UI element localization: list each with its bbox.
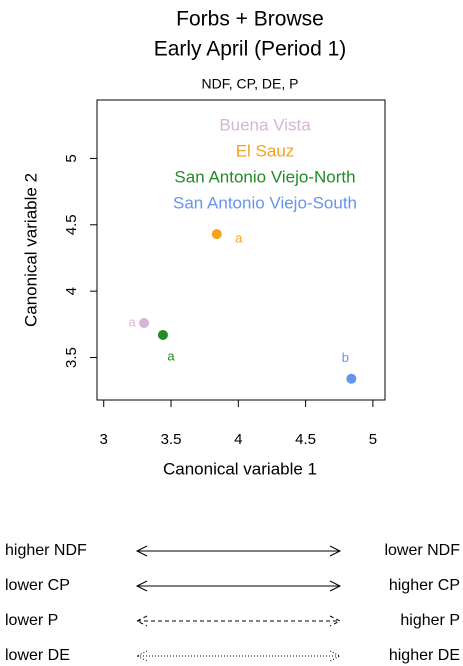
x-axis-label: Canonical variable 1 xyxy=(163,459,317,478)
arrow-head xyxy=(135,615,342,627)
point xyxy=(157,329,168,340)
arrow-left-label: lower P xyxy=(5,612,58,629)
chart-title: Forbs + Browse xyxy=(176,8,324,31)
legend-entry: Buena Vista xyxy=(219,115,311,134)
x-tick-label: 4 xyxy=(234,431,242,448)
chart-subtitle: Early April (Period 1) xyxy=(154,38,347,61)
arrow-left-label: lower CP xyxy=(5,577,70,594)
chart-caption: NDF, CP, DE, P xyxy=(202,76,299,92)
arrow-right-label: higher P xyxy=(400,612,460,629)
legend-entry: San Antonio Viejo-South xyxy=(173,193,357,212)
point-label: a xyxy=(128,314,136,329)
legend-entry: San Antonio Viejo-North xyxy=(174,167,355,186)
x-tick-label: 3 xyxy=(100,431,108,448)
point-label: a xyxy=(167,348,175,363)
x-tick-label: 5 xyxy=(369,431,377,448)
x-tick-label: 3.5 xyxy=(161,431,182,448)
arrow-left-label: lower DE xyxy=(5,647,70,664)
arrow-head xyxy=(135,650,342,662)
arrow-left-label: higher NDF xyxy=(5,542,87,559)
y-tick-label: 4.5 xyxy=(63,214,80,235)
y-tick-label: 3.5 xyxy=(63,347,80,368)
point xyxy=(346,373,357,384)
point xyxy=(139,318,150,329)
arrow-head xyxy=(135,580,342,592)
point-label: b xyxy=(342,350,349,365)
arrow-right-label: higher DE xyxy=(389,647,460,664)
x-tick-label: 4.5 xyxy=(295,431,316,448)
y-axis-label: Canonical variable 2 xyxy=(21,173,40,327)
point-label: a xyxy=(235,231,243,246)
legend-entry: El Sauz xyxy=(236,141,295,160)
y-tick-label: 4 xyxy=(63,287,80,295)
y-tick-label: 5 xyxy=(63,154,80,162)
arrow-head xyxy=(135,545,342,557)
arrow-right-label: lower NDF xyxy=(384,542,460,559)
point xyxy=(211,229,222,240)
arrow-right-label: higher CP xyxy=(389,577,460,594)
plot-frame xyxy=(96,99,386,401)
